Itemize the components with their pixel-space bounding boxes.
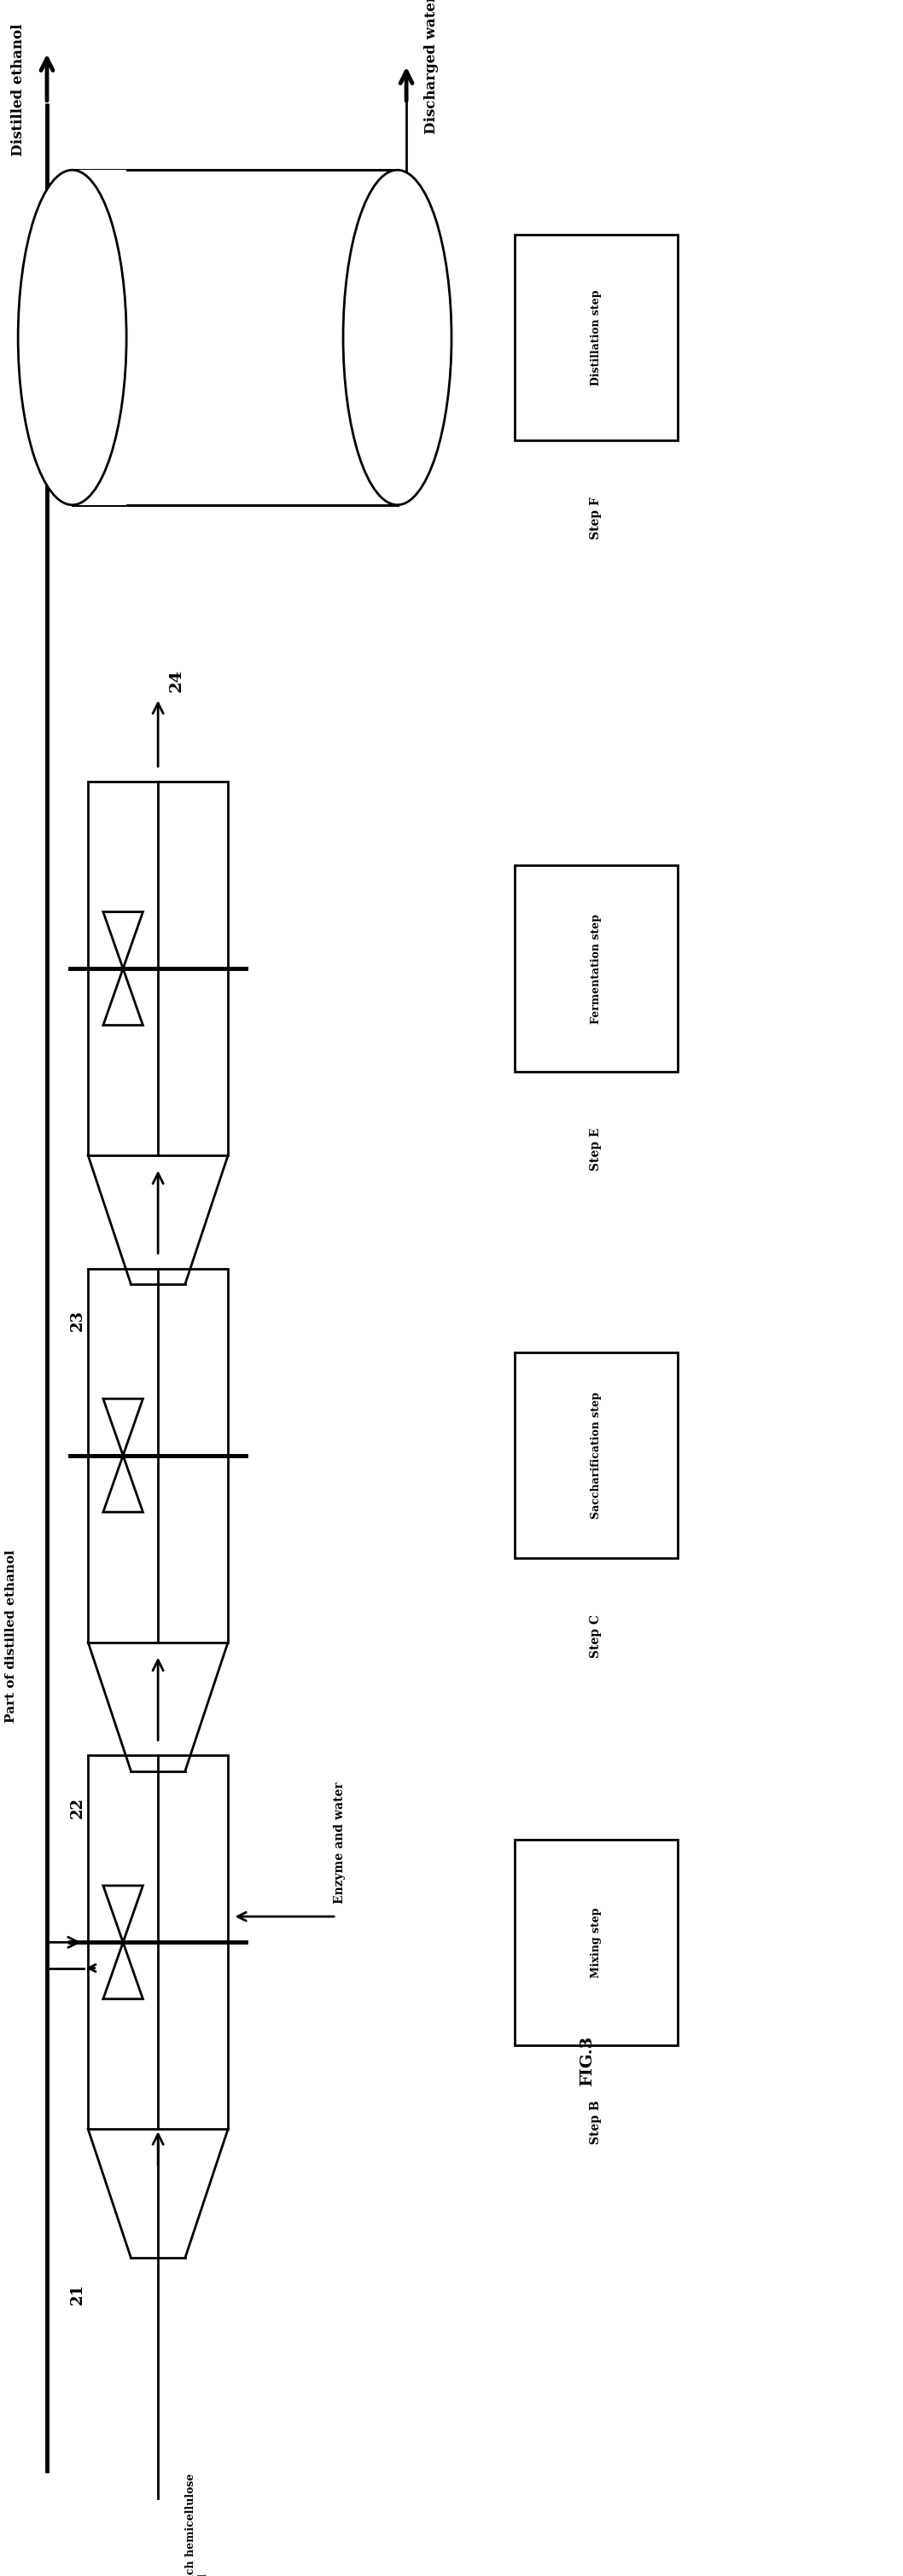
Text: Saccharification step: Saccharification step — [591, 1391, 601, 1520]
Bar — [515, 1352, 677, 1558]
Text: FIG.3: FIG.3 — [579, 2035, 595, 2087]
Text: Step F: Step F — [590, 497, 602, 538]
Text: Fermentation step: Fermentation step — [591, 914, 601, 1023]
Ellipse shape — [343, 170, 452, 505]
Bar — [515, 866, 677, 1072]
Bar — [72, 170, 397, 505]
Bar — [515, 234, 677, 440]
Text: Biomass from which hemicellulose
has been removed: Biomass from which hemicellulose has bee… — [185, 2473, 209, 2576]
Text: Part of distilled ethanol: Part of distilled ethanol — [5, 1551, 17, 1723]
Text: Enzyme and water: Enzyme and water — [333, 1783, 346, 1904]
Bar — [515, 1839, 677, 2045]
Bar — [72, 170, 126, 505]
Text: 22: 22 — [70, 1798, 86, 1819]
Text: 24: 24 — [168, 670, 184, 693]
Ellipse shape — [18, 170, 126, 505]
Text: 23: 23 — [70, 1311, 86, 1332]
Bar — [88, 1270, 228, 1643]
Text: Mixing step: Mixing step — [591, 1906, 601, 1978]
Text: Step E: Step E — [590, 1128, 602, 1170]
Text: Distillation step: Distillation step — [591, 289, 601, 386]
Bar — [88, 1757, 228, 2128]
Bar — [88, 783, 228, 1154]
Text: Distilled ethanol: Distilled ethanol — [11, 23, 25, 157]
Text: Step C: Step C — [590, 1615, 602, 1656]
Text: 21: 21 — [70, 2282, 86, 2306]
Text: Discharged water: Discharged water — [424, 0, 439, 134]
Text: Step B: Step B — [590, 2099, 602, 2146]
